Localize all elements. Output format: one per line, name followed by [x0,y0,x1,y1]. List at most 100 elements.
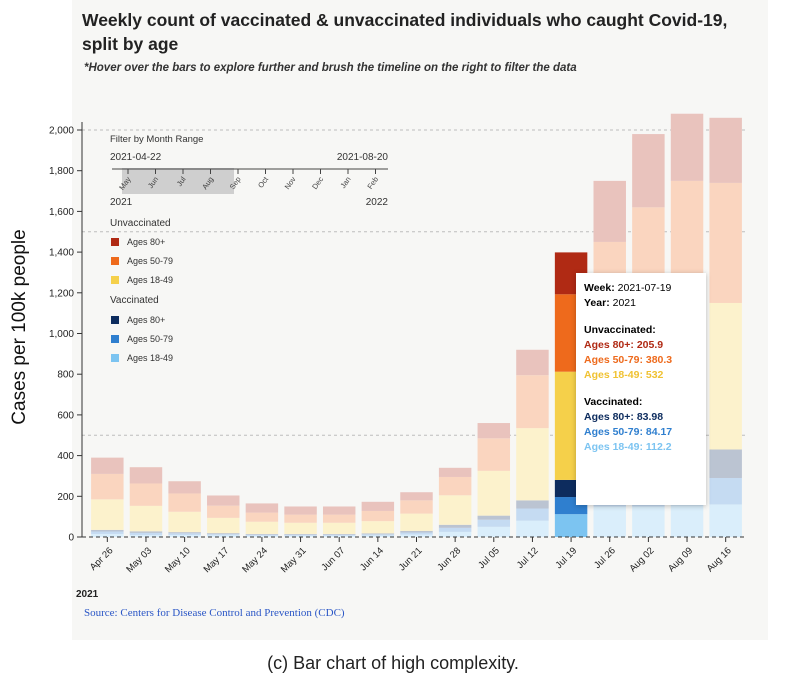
bar-segment-vaccinated-ages-18-49[interactable] [284,535,317,537]
bar-segment-unvaccinated-ages-50-79[interactable] [400,500,433,514]
bar-segment-unvaccinated-ages-18-49[interactable] [516,428,549,501]
bar-segment-vaccinated-ages-50-79[interactable] [361,534,395,536]
bar-segment-unvaccinated-ages-80plus[interactable] [632,134,665,208]
bar-stack-jun-21[interactable] [400,492,433,537]
bar-segment-unvaccinated-ages-80plus[interactable] [168,481,201,494]
bar-segment-unvaccinated-ages-18-49[interactable] [207,517,240,534]
bar-segment-unvaccinated-ages-18-49[interactable] [322,522,356,534]
bar-stack-may-31[interactable] [284,506,317,537]
bar-segment-unvaccinated-ages-50-79[interactable] [168,493,201,512]
bar-segment-vaccinated-ages-18-49[interactable] [593,506,626,537]
bar-segment-unvaccinated-ages-80plus[interactable] [593,180,626,242]
bar-segment-vaccinated-ages-80plus[interactable] [91,529,124,532]
bar-segment-unvaccinated-ages-18-49[interactable] [477,470,511,516]
bar-segment-vaccinated-ages-80plus[interactable] [516,500,549,509]
bar-segment-vaccinated-ages-50-79[interactable] [245,534,279,536]
bar-segment-vaccinated-ages-80plus[interactable] [245,533,279,535]
bar-segment-vaccinated-ages-18-49[interactable] [91,533,124,537]
month-range-filter[interactable]: Filter by Month Range 2021-04-22 2021-08… [110,134,388,208]
bar-segment-unvaccinated-ages-18-49[interactable] [245,521,279,534]
bar-segment-unvaccinated-ages-50-79[interactable] [284,514,317,523]
bar-segment-unvaccinated-ages-80plus[interactable] [284,506,317,515]
bar-segment-unvaccinated-ages-50-79[interactable] [129,483,163,506]
bar-segment-vaccinated-ages-18-49[interactable] [129,534,163,537]
bar-segment-unvaccinated-ages-80plus[interactable] [207,495,240,506]
bar-segment-vaccinated-ages-18-49[interactable] [400,534,433,537]
bar-segment-vaccinated-ages-18-49[interactable] [361,535,395,537]
bar-stack-jul-05[interactable] [477,423,511,537]
bar-segment-unvaccinated-ages-80plus[interactable] [516,349,549,376]
bar-segment-vaccinated-ages-18-49[interactable] [322,535,356,537]
bar-stack-apr-26[interactable] [91,457,124,537]
bar-segment-vaccinated-ages-80plus[interactable] [207,533,240,535]
bar-segment-vaccinated-ages-80plus[interactable] [477,515,511,520]
bar-segment-vaccinated-ages-50-79[interactable] [129,532,163,535]
bar-segment-unvaccinated-ages-18-49[interactable] [709,302,742,450]
bar-stack-aug-16[interactable] [709,117,742,537]
bar-segment-vaccinated-ages-18-49[interactable] [670,505,704,537]
bar-stack-may-24[interactable] [245,503,279,537]
bar-segment-unvaccinated-ages-50-79[interactable] [207,505,240,518]
bar-segment-unvaccinated-ages-18-49[interactable] [400,513,433,531]
bar-stack-jun-07[interactable] [322,506,356,537]
bar-segment-unvaccinated-ages-80plus[interactable] [129,467,163,484]
bar-segment-vaccinated-ages-50-79[interactable] [91,531,124,534]
bar-segment-unvaccinated-ages-80plus[interactable] [400,492,433,501]
bar-segment-vaccinated-ages-50-79[interactable] [322,534,356,536]
bar-segment-unvaccinated-ages-80plus[interactable] [670,113,704,181]
bar-segment-vaccinated-ages-18-49[interactable] [207,535,240,537]
bar-segment-unvaccinated-ages-80plus[interactable] [322,506,356,515]
bar-stack-jun-14[interactable] [361,501,395,537]
bar-segment-vaccinated-ages-18-49[interactable] [554,514,588,537]
bar-segment-vaccinated-ages-80plus[interactable] [361,533,395,535]
bar-segment-unvaccinated-ages-18-49[interactable] [129,505,163,532]
bar-stack-may-17[interactable] [207,495,240,537]
bar-segment-unvaccinated-ages-50-79[interactable] [709,182,742,303]
bar-segment-vaccinated-ages-50-79[interactable] [400,532,433,535]
bar-segment-unvaccinated-ages-50-79[interactable] [516,375,549,429]
bar-stack-jul-12[interactable] [516,349,549,537]
bar-segment-vaccinated-ages-18-49[interactable] [516,520,549,537]
bar-segment-vaccinated-ages-50-79[interactable] [516,508,549,521]
bar-segment-unvaccinated-ages-18-49[interactable] [284,522,317,534]
bar-segment-unvaccinated-ages-50-79[interactable] [477,438,511,471]
bar-segment-vaccinated-ages-18-49[interactable] [245,535,279,537]
bar-segment-unvaccinated-ages-18-49[interactable] [438,495,472,525]
bar-segment-unvaccinated-ages-18-49[interactable] [91,499,124,530]
bar-segment-vaccinated-ages-50-79[interactable] [477,519,511,527]
bar-segment-unvaccinated-ages-50-79[interactable] [245,512,279,522]
bar-segment-vaccinated-ages-50-79[interactable] [438,527,472,532]
bar-segment-vaccinated-ages-50-79[interactable] [207,534,240,536]
brush-selection[interactable] [122,168,234,194]
bar-segment-vaccinated-ages-50-79[interactable] [284,534,317,536]
bar-segment-vaccinated-ages-18-49[interactable] [709,504,742,537]
bar-segment-vaccinated-ages-18-49[interactable] [477,526,511,537]
bar-segment-vaccinated-ages-80plus[interactable] [284,533,317,535]
bar-segment-unvaccinated-ages-80plus[interactable] [477,423,511,439]
bar-segment-unvaccinated-ages-50-79[interactable] [361,510,395,522]
bar-stack-may-03[interactable] [129,467,163,537]
bar-segment-vaccinated-ages-50-79[interactable] [709,477,742,505]
bar-segment-vaccinated-ages-80plus[interactable] [168,532,201,534]
bar-segment-unvaccinated-ages-80plus[interactable] [709,117,742,183]
bar-segment-vaccinated-ages-50-79[interactable] [168,533,201,535]
bar-segment-unvaccinated-ages-80plus[interactable] [438,467,472,477]
bar-segment-unvaccinated-ages-18-49[interactable] [361,521,395,534]
bar-segment-vaccinated-ages-80plus[interactable] [709,449,742,478]
bar-segment-vaccinated-ages-18-49[interactable] [438,531,472,537]
bar-segment-unvaccinated-ages-50-79[interactable] [438,476,472,496]
bar-segment-unvaccinated-ages-80plus[interactable] [361,501,395,511]
bar-segment-unvaccinated-ages-80plus[interactable] [91,457,124,474]
bar-segment-unvaccinated-ages-18-49[interactable] [168,511,201,533]
bar-segment-unvaccinated-ages-50-79[interactable] [322,514,356,523]
bar-segment-unvaccinated-ages-50-79[interactable] [91,473,124,500]
bar-segment-vaccinated-ages-80plus[interactable] [438,524,472,528]
bar-segment-vaccinated-ages-18-49[interactable] [632,506,665,537]
bar-segment-vaccinated-ages-80plus[interactable] [322,533,356,535]
bar-segment-vaccinated-ages-18-49[interactable] [168,534,201,537]
bar-stack-jun-28[interactable] [438,467,472,537]
bar-segment-vaccinated-ages-80plus[interactable] [129,531,163,533]
bar-stack-may-10[interactable] [168,481,201,537]
bar-segment-vaccinated-ages-80plus[interactable] [400,530,433,533]
bar-segment-unvaccinated-ages-80plus[interactable] [245,503,279,513]
